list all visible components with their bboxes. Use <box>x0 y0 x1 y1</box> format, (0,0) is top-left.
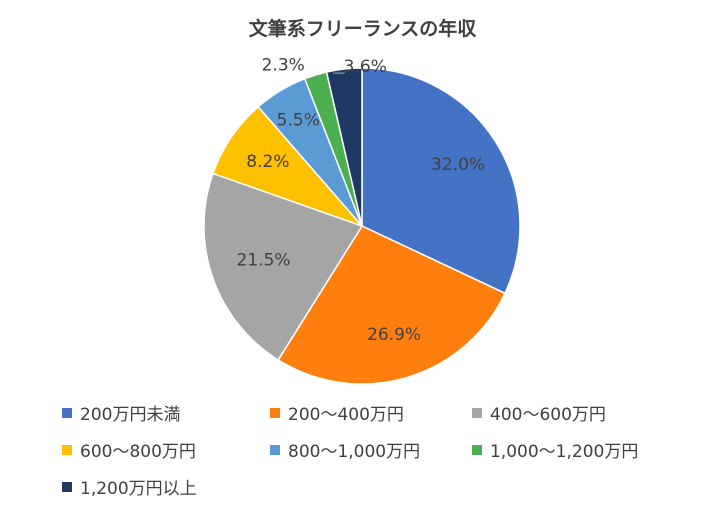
data-label-6: 3.6% <box>344 57 387 77</box>
legend-item-0: 200万円未満 <box>62 400 180 425</box>
legend-item-3: 600〜800万円 <box>62 437 196 462</box>
data-label-4: 5.5% <box>277 111 320 131</box>
legend-label-0: 200万円未満 <box>80 405 181 425</box>
data-label-2: 21.5% <box>237 250 291 270</box>
legend-label-4: 800〜1,000万円 <box>288 442 421 462</box>
data-label-5: 2.3% <box>262 55 305 75</box>
pie-slice-0 <box>361 67 521 295</box>
data-label-0: 32.0% <box>431 155 485 175</box>
legend-swatch-2 <box>472 407 482 418</box>
pie-chart: 32.0% 26.9% 21.5% 8.2% 5.5% 2.3% 3.6% <box>203 55 521 385</box>
legend-swatch-5 <box>472 444 482 455</box>
legend-label-1: 200〜400万円 <box>288 405 404 425</box>
legend-swatch-3 <box>62 444 72 455</box>
legend-swatch-6 <box>62 481 72 492</box>
legend-swatch-4 <box>270 444 280 455</box>
legend-item-1: 200〜400万円 <box>270 400 404 425</box>
pie-slice-1 <box>277 225 506 385</box>
legend-item-6: 1,200万円以上 <box>62 474 197 499</box>
legend-label-6: 1,200万円以上 <box>80 479 197 499</box>
legend-label-2: 400〜600万円 <box>490 405 606 425</box>
legend-label-5: 1,000〜1,200万円 <box>490 442 639 462</box>
chart-title: 文筆系フリーランスの年収 <box>248 18 477 40</box>
pie-slice-2 <box>203 172 364 361</box>
legend-label-3: 600〜800万円 <box>80 442 196 462</box>
pie-slice-6 <box>325 67 363 227</box>
data-label-1: 26.9% <box>367 325 421 345</box>
legend-swatch-0 <box>62 407 72 418</box>
legend-item-5: 1,000〜1,200万円 <box>472 437 638 462</box>
leader-line <box>333 71 345 74</box>
legend-item-2: 400〜600万円 <box>472 400 606 425</box>
legend-item-4: 800〜1,000万円 <box>270 437 420 462</box>
data-label-3: 8.2% <box>246 152 289 172</box>
legend-swatch-1 <box>270 407 280 418</box>
